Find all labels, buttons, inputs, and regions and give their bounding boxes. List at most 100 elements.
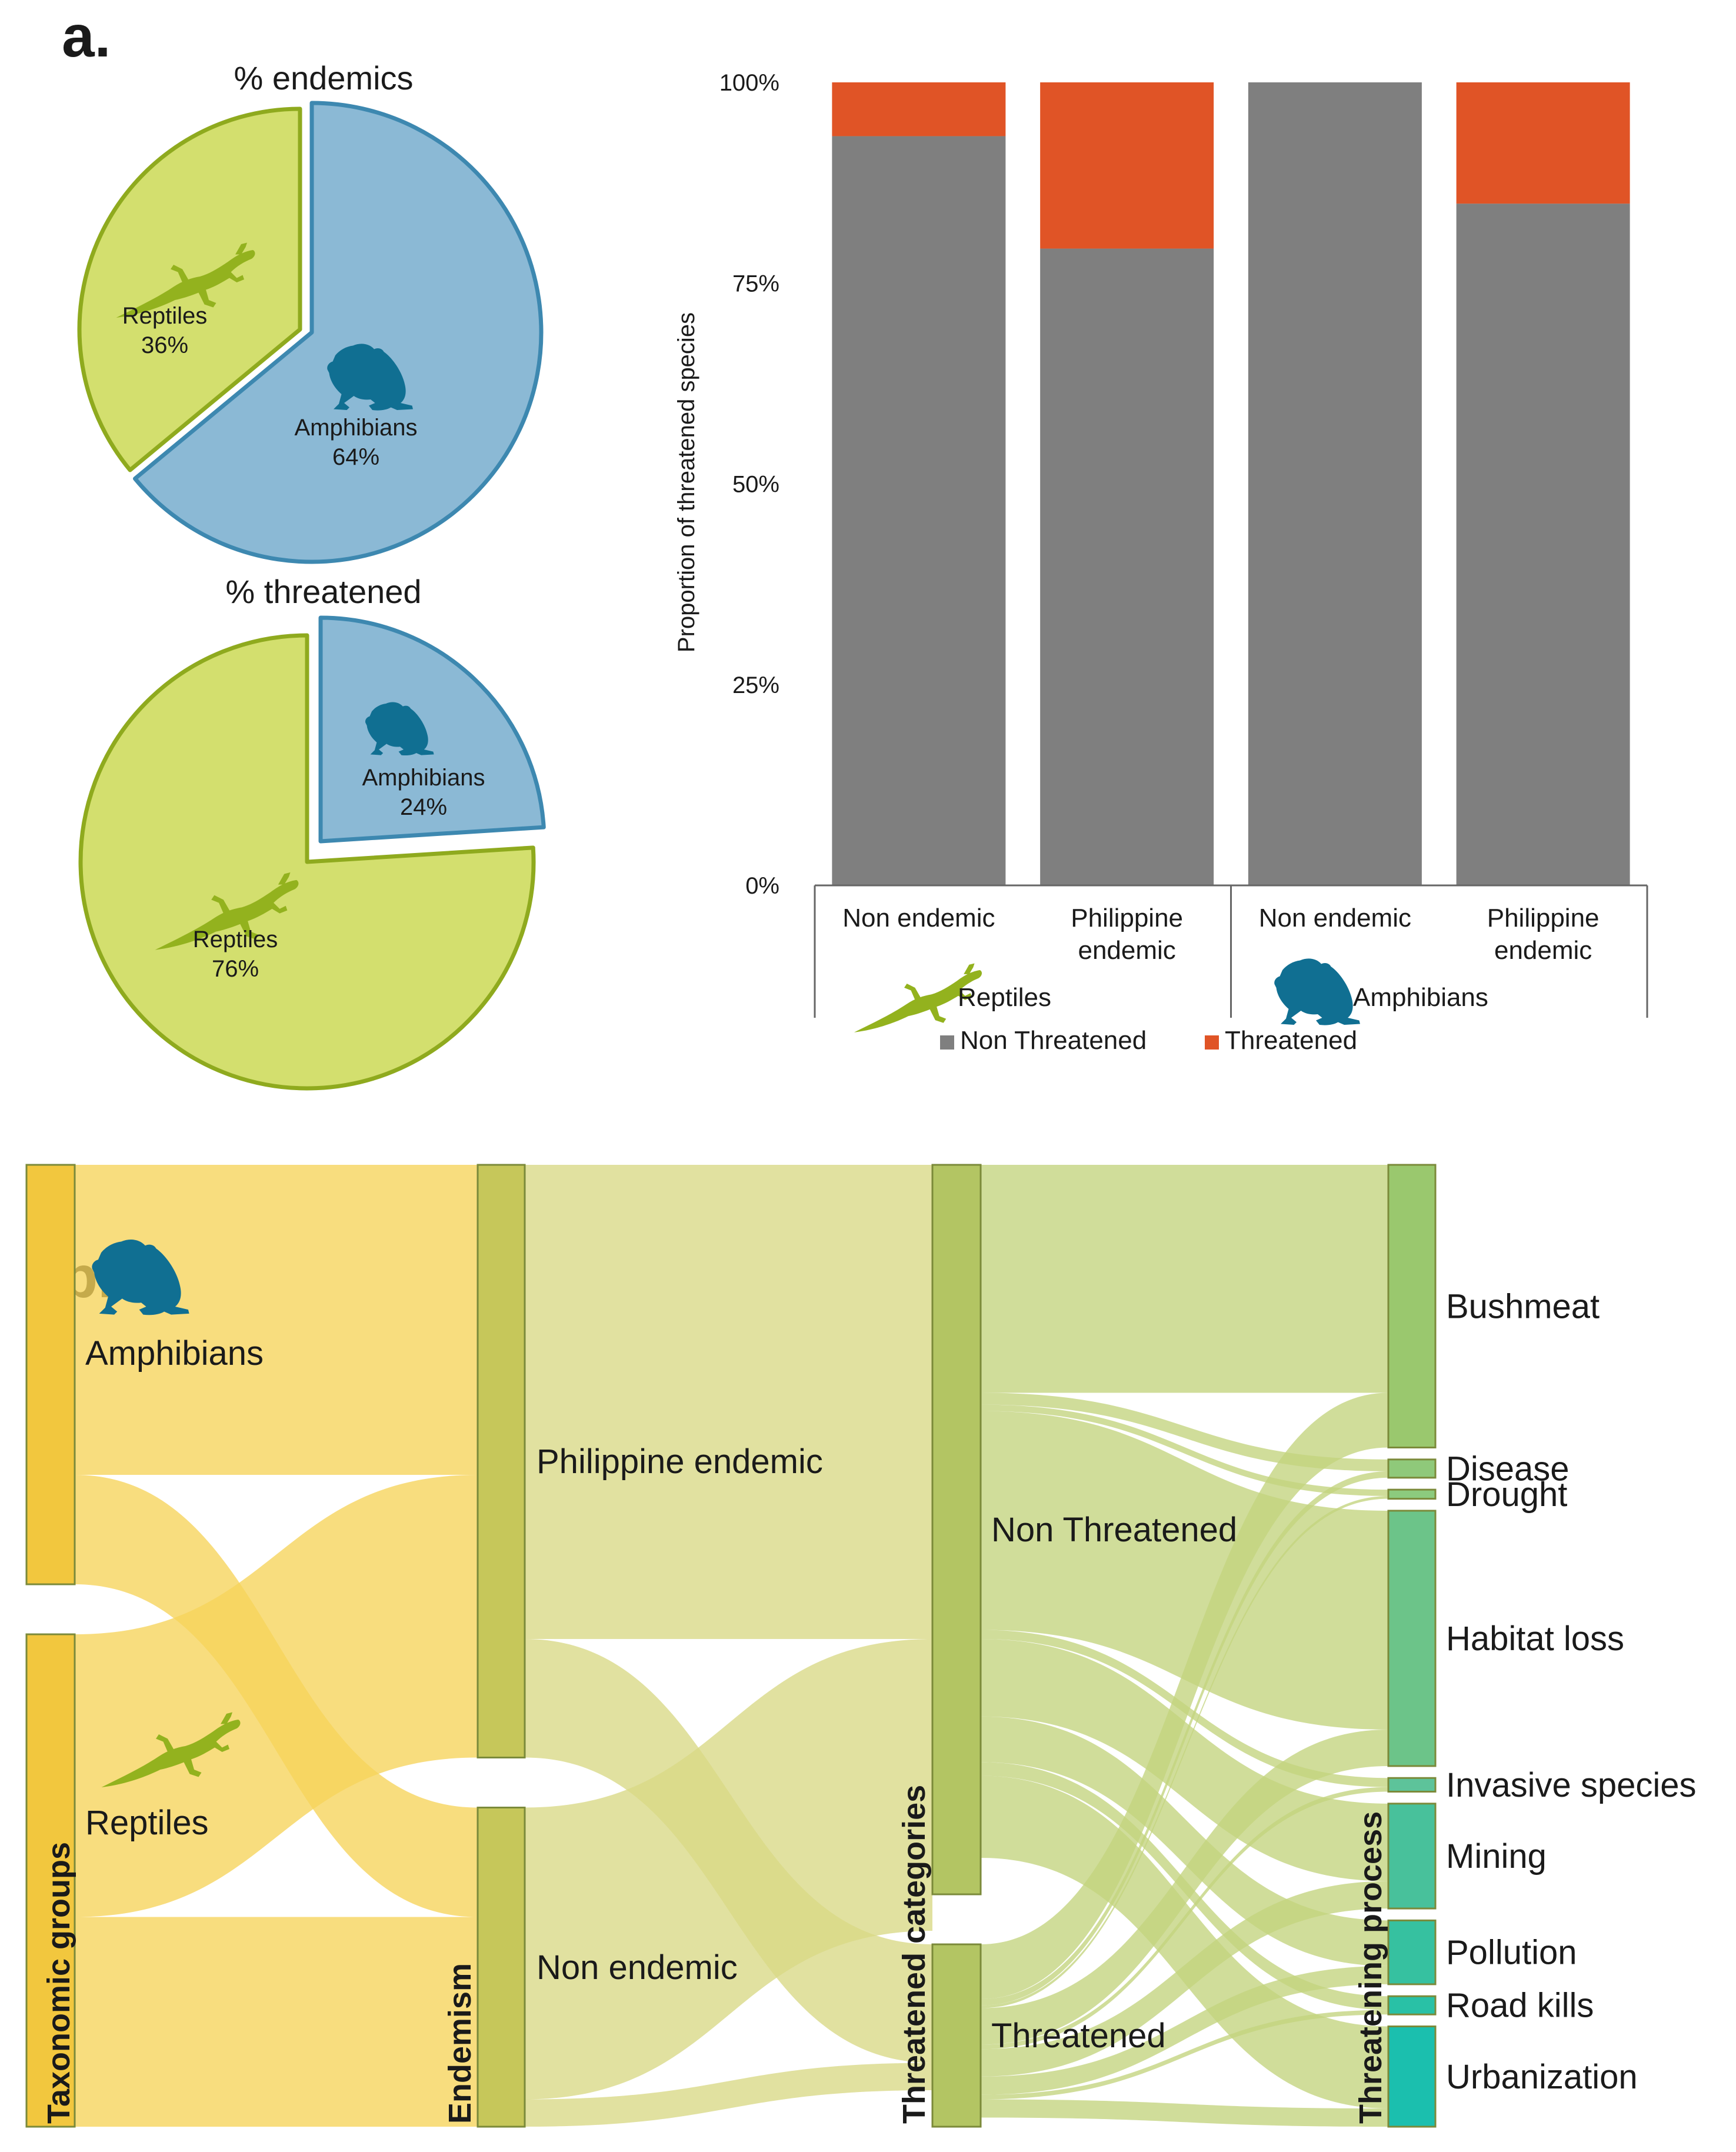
sankey-label-pollution: Pollution (1446, 1934, 1577, 1972)
bar-threatened-4 (1456, 82, 1630, 204)
sankey-link-non-threatened-to-disease (981, 1393, 1388, 1471)
sankey-links (75, 1165, 1388, 2127)
bar-non-threatened-3 (1248, 82, 1422, 885)
sankey-link-threatened-to-disease (981, 1471, 1388, 2006)
stacked-bar-chart: 0% 25% 50% 75% 100% Proportion of threatened … (674, 70, 1648, 1055)
sankey-link-non-threatened-to-mining (981, 1639, 1388, 1881)
sankey-link-threatened-to-invasive-species (981, 1787, 1388, 2050)
pie-endemics-reptiles-pct: 36% (141, 332, 188, 358)
frog-icon (1274, 958, 1360, 1025)
sankey-node-urbanization (1387, 2026, 1437, 2128)
sankey-node-invasive-species (1387, 1777, 1437, 1793)
pie-threatened-reptiles-label: Reptiles (193, 927, 278, 952)
sankey-node-threatened (931, 1943, 982, 2128)
sankey-label-disease: Disease (1446, 1450, 1570, 1488)
y-tick-label: 0% (745, 873, 779, 899)
x-tick-label: Philippine (1487, 904, 1600, 932)
sankey-label-non-endemic: Non endemic (537, 1948, 738, 1987)
sankey-node-pollution (1387, 1919, 1437, 1986)
sankey-link-threatened-to-drought (981, 1495, 1388, 2008)
sankey-label-threatened: Threatened (991, 2017, 1166, 2055)
legend-swatch-non-threatened (940, 1035, 954, 1050)
pie-threatened-title: % threatened (225, 573, 421, 610)
sankey-link-threatened-to-road-kills (981, 2010, 1388, 2100)
sankey-nodes (25, 1164, 1437, 2128)
pie-endemics-reptiles-label: Reptiles (122, 303, 208, 329)
sankey-link-non-endemic-to-threatened (525, 2063, 932, 2127)
pie-endemics-amphibians-label: Amphibians (294, 415, 417, 441)
pie-charts: % endemics Reptiles 36% Amphibians 64% % thre… (77, 59, 546, 1091)
sankey-link-non-threatened-to-bushmeat (981, 1165, 1388, 1393)
sankey-node-amphibians (25, 1164, 76, 1585)
sankey-label-non-threatened: Non Threatened (991, 1511, 1237, 1549)
sankey-link-reptiles-to-philippine-endemic (75, 1475, 478, 1917)
sankey-label-amphibians: Amphibians (85, 1334, 264, 1373)
stage-title-endemism: Endemism (442, 1963, 478, 2124)
sankey-link-non-threatened-to-urbanization (981, 1775, 1388, 2108)
panel-a-label: a. (62, 4, 111, 69)
sankey-label-habitat-loss: Habitat loss (1446, 1620, 1624, 1658)
bar-non-threatened-4 (1456, 204, 1630, 885)
pie-threatened-amphibians-slice (318, 615, 546, 844)
sankey-link-threatened-to-pollution (981, 1966, 1388, 2095)
x-tick-label: Philippine (1071, 904, 1183, 932)
sankey-node-non-threatened (931, 1164, 982, 1896)
pie-endemics-title: % endemics (234, 59, 413, 96)
bar-threatened-1 (832, 82, 1006, 136)
sankey-node-philippine-endemic (477, 1164, 526, 1758)
pie-threatened-amphibians-pct: 24% (400, 794, 447, 820)
sankey-link-threatened-to-urbanization (981, 2099, 1388, 2127)
pie-endemics-amphibians-slice (133, 101, 544, 564)
sankey-link-amphibians-to-philippine-endemic (75, 1165, 478, 1475)
sankey-label-bushmeat: Bushmeat (1446, 1287, 1600, 1325)
group-label-reptiles: Reptiles (958, 983, 1051, 1012)
sankey-link-philippine-endemic-to-non-threatened (525, 1165, 932, 1639)
sankey-link-reptiles-to-non-endemic (75, 1917, 478, 2127)
sankey-label-reptiles: Reptiles (85, 1804, 209, 1842)
sankey-node-habitat-loss (1387, 1510, 1437, 1767)
sankey-node-non-endemic (477, 1807, 526, 2128)
sankey-link-threatened-to-bushmeat (981, 1393, 1388, 1999)
sankey-label-invasive-species: Invasive species (1446, 1766, 1697, 1804)
x-tick-label: endemic (1494, 936, 1592, 965)
pie-threatened-amphibians-label: Amphibians (362, 765, 485, 791)
y-axis-title: Proportion of threatened species (674, 312, 699, 652)
sankey-label-mining: Mining (1446, 1837, 1547, 1875)
bar-non-threatened-1 (832, 136, 1006, 886)
legend-swatch-threatened (1205, 1035, 1219, 1050)
sankey-node-disease (1387, 1458, 1437, 1479)
group-label-amphibians: Amphibians (1353, 983, 1488, 1012)
sankey-link-non-threatened-to-habitat-loss (981, 1411, 1388, 1730)
stage-title-taxonomic-groups: Taxonomic groups (41, 1842, 76, 2124)
pie-endemics-amphibians-pct: 64% (332, 444, 379, 470)
y-tick-label: 75% (732, 271, 779, 297)
sankey-link-non-endemic-to-non-threatened (525, 1639, 932, 2100)
x-tick-label: endemic (1078, 936, 1175, 965)
sankey-node-road-kills (1387, 1995, 1437, 2016)
sankey-node-bushmeat (1387, 1164, 1437, 1448)
legend-label-threatened: Threatened (1225, 1026, 1357, 1055)
sankey-link-threatened-to-mining (981, 1881, 1388, 2077)
sankey-link-threatened-to-habitat-loss (981, 1729, 1388, 2045)
y-tick-label: 100% (719, 70, 779, 96)
sankey-label-road-kills: Road kills (1446, 1987, 1594, 2025)
pie-threatened-reptiles-slice (78, 633, 536, 1091)
y-tick-label: 25% (732, 672, 779, 698)
y-tick-label: 50% (732, 472, 779, 498)
stage-title-threatened-categories: Threatened categories (897, 1785, 932, 2124)
sankey-label-drought: Drought (1446, 1475, 1567, 1514)
bar-non-threatened-2 (1040, 248, 1214, 886)
sankey-label-philippine-endemic: Philippine endemic (537, 1443, 823, 1481)
pie-threatened-reptiles-pct: 76% (212, 956, 259, 982)
sankey-label-urbanization: Urbanization (1446, 2058, 1638, 2096)
sankey-link-non-threatened-to-drought (981, 1404, 1388, 1496)
x-tick-label: Non endemic (1259, 904, 1411, 932)
x-tick-label: Non endemic (842, 904, 995, 932)
sankey-diagram: Amphibians Reptiles Philippine endemic Non … (25, 1164, 1697, 2128)
bar-threatened-2 (1040, 82, 1214, 249)
stage-title-threatening-process: Threatening process (1353, 1811, 1388, 2124)
sankey-node-drought (1387, 1488, 1437, 1500)
legend-label-non-threatened: Non Threatened (960, 1026, 1147, 1055)
sankey-node-reptiles (25, 1633, 76, 2128)
